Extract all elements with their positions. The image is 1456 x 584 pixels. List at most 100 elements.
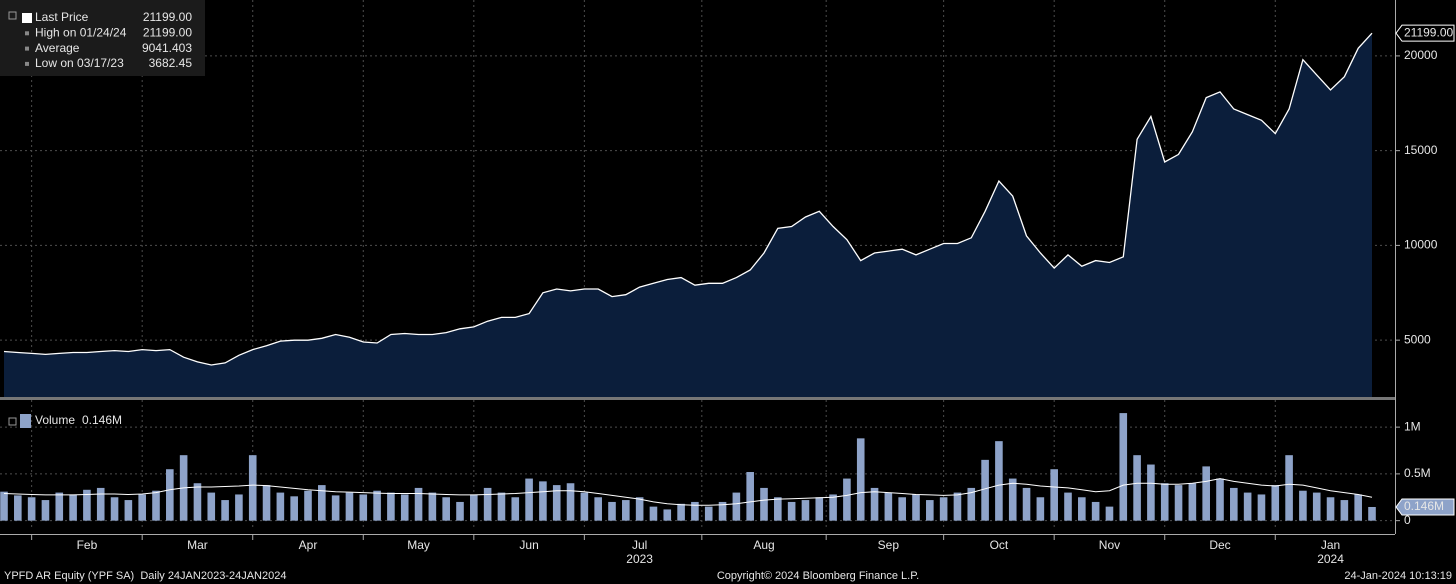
- legend-name: Volume: [35, 413, 75, 427]
- volume-bar: [359, 494, 368, 521]
- volume-bar: [166, 469, 174, 521]
- volume-average-line: [3, 478, 1373, 506]
- volume-bar: [248, 455, 257, 521]
- volume-bar: [55, 492, 64, 521]
- legend-name: Low on 03/17/23: [35, 56, 124, 70]
- volume-bar: [746, 472, 754, 521]
- volume-bar: [414, 487, 423, 521]
- x-year-label: 2023: [626, 552, 653, 566]
- legend-value: 21199.00: [143, 10, 192, 24]
- volume-bar: [387, 492, 395, 521]
- y-tick-label: 10000: [1404, 238, 1438, 252]
- volume-bar: [262, 485, 271, 521]
- volume-bar: [843, 478, 851, 521]
- legend-value: 21199.00: [143, 25, 192, 39]
- volume-bar: [967, 487, 976, 521]
- volume-bar: [96, 487, 105, 521]
- volume-bar: [815, 497, 824, 521]
- volume-bar: [774, 497, 782, 521]
- legend-toggle: [8, 417, 17, 426]
- volume-bar: [677, 503, 685, 521]
- volume-bar: [1243, 492, 1252, 521]
- last-value-tag-box: [1395, 24, 1455, 42]
- volume-bar: [1022, 487, 1031, 521]
- footer-right: 24-Jan-2024 10:13:19: [1344, 570, 1452, 582]
- volume-bar: [552, 485, 561, 521]
- last-value-tag: 21199.00: [1395, 24, 1455, 42]
- last-value-tag-label: 0.146M: [1404, 499, 1444, 513]
- volume-bar: [83, 489, 91, 521]
- volume-bar: [456, 501, 464, 521]
- volume-bar: [138, 494, 146, 521]
- volume-bar: [1133, 455, 1141, 521]
- x-tick-label: Oct: [990, 538, 1009, 552]
- volume-bar: [497, 492, 506, 521]
- x-tick-label: Apr: [299, 538, 318, 552]
- x-tick-label: May: [407, 538, 430, 552]
- volume-bar: [1368, 506, 1376, 521]
- price-legend: Last Price 21199.00 High on 01/24/24 21199.…: [0, 0, 205, 76]
- y-tick-label: 20000: [1404, 48, 1438, 62]
- legend-name: Last Price: [35, 10, 89, 24]
- volume-bar: [926, 500, 934, 521]
- volume-bar: [442, 497, 450, 521]
- volume-bar: [14, 495, 22, 521]
- x-tick-label: Aug: [753, 538, 774, 552]
- volume-bar: [608, 501, 616, 521]
- price-line: [3, 32, 1373, 366]
- footer-bar: [0, 566, 1456, 584]
- x-tick-label: Dec: [1209, 538, 1230, 552]
- volume-bar: [152, 490, 160, 521]
- volume-bar: [801, 500, 810, 521]
- x-year-label: 2024: [1317, 552, 1344, 566]
- volume-bar: [290, 496, 298, 521]
- legend-value: 9041.403: [142, 41, 192, 55]
- volume-bar: [898, 497, 906, 521]
- volume-bar: [1271, 485, 1280, 521]
- volume-bar: [318, 485, 326, 521]
- volume-bar: [856, 438, 865, 521]
- volume-bar: [691, 501, 699, 521]
- legend-marker: [22, 13, 32, 23]
- volume-bar: [193, 483, 202, 521]
- volume-bar: [760, 487, 768, 521]
- volume-bar: [1285, 455, 1293, 521]
- volume-bar: [732, 492, 741, 521]
- x-tick-label: Jun: [519, 538, 538, 552]
- volume-bar: [704, 506, 713, 521]
- volume-bar: [829, 494, 837, 521]
- volume-bar: [635, 497, 644, 521]
- volume-bar: [663, 509, 672, 521]
- volume-bar: [69, 494, 77, 521]
- volume-bar: [1064, 492, 1072, 521]
- last-value-tag-label: 21199.00: [1404, 25, 1453, 39]
- legend-toggle: [8, 11, 17, 20]
- volume-legend: Volume 0.146M: [8, 413, 122, 428]
- volume-bar: [1091, 501, 1100, 521]
- volume-bar: [1008, 478, 1017, 521]
- price-area: [4, 33, 1372, 397]
- volume-bar: [110, 497, 119, 521]
- legend-marker: [20, 414, 31, 428]
- y-tick-label: 1M: [1404, 419, 1421, 433]
- volume-bar: [1216, 478, 1224, 521]
- volume-bar: [345, 492, 354, 521]
- y-tick-label: 0.5M: [1404, 466, 1431, 480]
- volume-bar: [1299, 490, 1307, 521]
- volume-bar: [428, 492, 437, 521]
- volume-bar: [331, 495, 340, 521]
- volume-bar: [1105, 506, 1114, 521]
- volume-bar: [1188, 483, 1197, 521]
- volume-bar: [0, 491, 8, 521]
- volume-bar: [995, 441, 1003, 521]
- volume-bar: [483, 487, 492, 521]
- volume-bar: [1257, 494, 1266, 521]
- volume-bar: [1050, 469, 1058, 521]
- volume-bar: [1312, 492, 1321, 521]
- volume-bar: [276, 492, 285, 521]
- y-tick-label: 0: [1404, 513, 1411, 527]
- volume-bar: [884, 492, 893, 521]
- volume-bar: [1326, 497, 1335, 521]
- x-tick-label: Mar: [187, 538, 208, 552]
